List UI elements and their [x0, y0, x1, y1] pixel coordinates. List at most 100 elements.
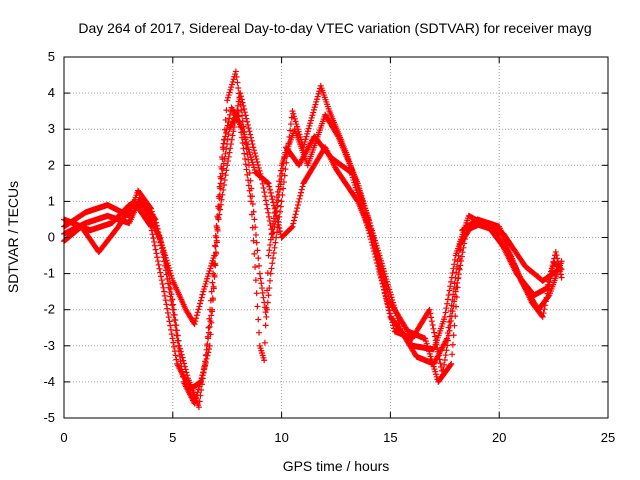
data-point	[387, 310, 394, 317]
y-tick-label: 0	[48, 230, 55, 245]
data-point	[151, 215, 158, 222]
data-point	[273, 207, 280, 214]
data-point	[252, 153, 259, 160]
x-tick-label: 0	[60, 430, 67, 445]
data-point	[158, 273, 165, 280]
data-point	[226, 89, 233, 96]
data-point	[451, 256, 458, 263]
data-point	[259, 180, 266, 187]
data-point	[193, 312, 200, 319]
data-point	[270, 199, 277, 206]
data-point	[201, 365, 208, 372]
data-point	[456, 247, 463, 254]
data-point	[453, 284, 460, 291]
data-point	[223, 126, 230, 133]
data-point	[219, 170, 226, 177]
data-point	[226, 115, 233, 122]
data-point	[157, 269, 164, 276]
data-point	[151, 242, 158, 249]
data-point	[309, 112, 316, 119]
data-point	[382, 282, 389, 289]
data-point	[262, 322, 269, 329]
data-point	[217, 206, 224, 213]
data-point	[454, 279, 461, 286]
data-point	[253, 156, 260, 163]
grid	[64, 57, 608, 418]
data-point	[153, 219, 160, 226]
data-point	[154, 254, 161, 261]
data-point	[272, 213, 279, 220]
data-point	[539, 313, 546, 320]
data-point	[208, 288, 215, 295]
data-point	[290, 220, 297, 227]
data-point	[228, 81, 235, 88]
data-point	[430, 325, 437, 332]
data-point	[380, 283, 387, 290]
data-point	[219, 191, 226, 198]
y-tick-label: 3	[48, 121, 55, 136]
data-point	[296, 195, 303, 202]
data-point	[224, 122, 231, 129]
data-point	[240, 145, 247, 152]
data-point	[271, 223, 278, 230]
data-point	[544, 285, 551, 292]
data-point	[233, 111, 240, 118]
data-point	[459, 249, 466, 256]
data-point	[248, 198, 255, 205]
data-point	[161, 288, 168, 295]
data-point	[388, 316, 395, 323]
data-point	[223, 167, 230, 174]
data-point	[371, 251, 378, 258]
data-point	[275, 197, 282, 204]
data-point	[426, 306, 433, 313]
data-point	[371, 248, 378, 255]
data-point	[297, 192, 304, 199]
data-point	[239, 140, 246, 147]
data-point	[194, 309, 201, 316]
data-point	[164, 305, 171, 312]
data-point	[167, 286, 174, 293]
data-point	[192, 318, 199, 325]
data-point	[207, 331, 214, 338]
data-point	[153, 250, 160, 257]
data-point	[238, 93, 245, 100]
y-axis-label: SDTVAR / TECUs	[5, 181, 21, 293]
data-point	[372, 254, 379, 261]
data-point	[264, 287, 271, 294]
data-point	[274, 202, 281, 209]
data-point	[173, 322, 180, 329]
data-point	[204, 352, 211, 359]
data-point	[278, 176, 285, 183]
data-point	[263, 304, 270, 311]
data-point	[442, 352, 449, 359]
data-point	[291, 214, 298, 221]
x-tick-label: 15	[383, 430, 397, 445]
data-point	[165, 314, 172, 321]
data-point	[248, 211, 255, 218]
data-point	[228, 136, 235, 143]
data-point	[176, 342, 183, 349]
data-point	[437, 360, 444, 367]
data-point	[217, 201, 224, 208]
data-point	[168, 331, 175, 338]
data-point	[213, 239, 220, 246]
data-point	[252, 231, 259, 238]
data-point	[219, 144, 226, 151]
data-point	[152, 246, 159, 253]
data-point	[225, 153, 232, 160]
axis-ticks: 0 5 10 15 20 25 -5 -4 -3 -2 -1 0 1 2 3 4 5	[43, 49, 615, 445]
y-tick-label: -3	[43, 338, 55, 353]
data-point	[264, 179, 271, 186]
data-point	[209, 296, 216, 303]
data-point	[177, 358, 184, 365]
y-tick-label: -2	[43, 302, 55, 317]
data-point	[238, 96, 245, 103]
data-point	[177, 345, 184, 352]
data-point	[458, 257, 465, 264]
data-point	[540, 310, 547, 317]
data-point	[251, 250, 258, 257]
data-point	[264, 269, 271, 276]
data-point	[302, 136, 309, 143]
data-point	[196, 303, 203, 310]
data-point	[549, 262, 556, 269]
